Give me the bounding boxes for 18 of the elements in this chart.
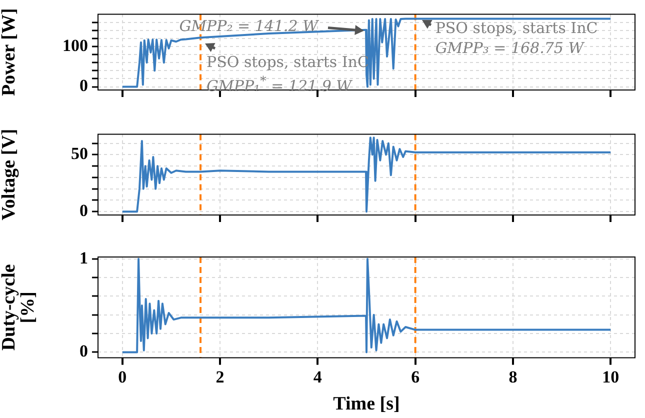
x-tick-label: 0 xyxy=(118,367,127,386)
y-tick-label: 1 xyxy=(80,248,88,268)
y-tick-label: 50 xyxy=(71,144,88,164)
x-tick-label: 6 xyxy=(411,367,420,386)
annotation: GMPP₂ = 141.2 W xyxy=(179,17,318,36)
y-tick-label: 100 xyxy=(62,36,88,55)
x-axis-title: Time [s] xyxy=(333,394,400,415)
y-tick-label: 0 xyxy=(80,200,88,220)
x-tick-label: 4 xyxy=(313,367,322,386)
x-tick-label: 10 xyxy=(602,367,620,386)
y-axis-title: Duty-cycle [%] xyxy=(0,264,38,351)
x-tick-label: 2 xyxy=(216,367,224,386)
annotation: PSO stops, starts InC GMPP₃ = 168.75 W xyxy=(435,18,598,57)
x-tick-label: 8 xyxy=(508,367,518,386)
y-axis-title: Voltage [V] xyxy=(0,128,20,220)
y-tick-label: 0 xyxy=(80,342,88,361)
y-axis-title: Power [W] xyxy=(0,8,20,96)
y-tick-label: 0 xyxy=(80,76,88,96)
